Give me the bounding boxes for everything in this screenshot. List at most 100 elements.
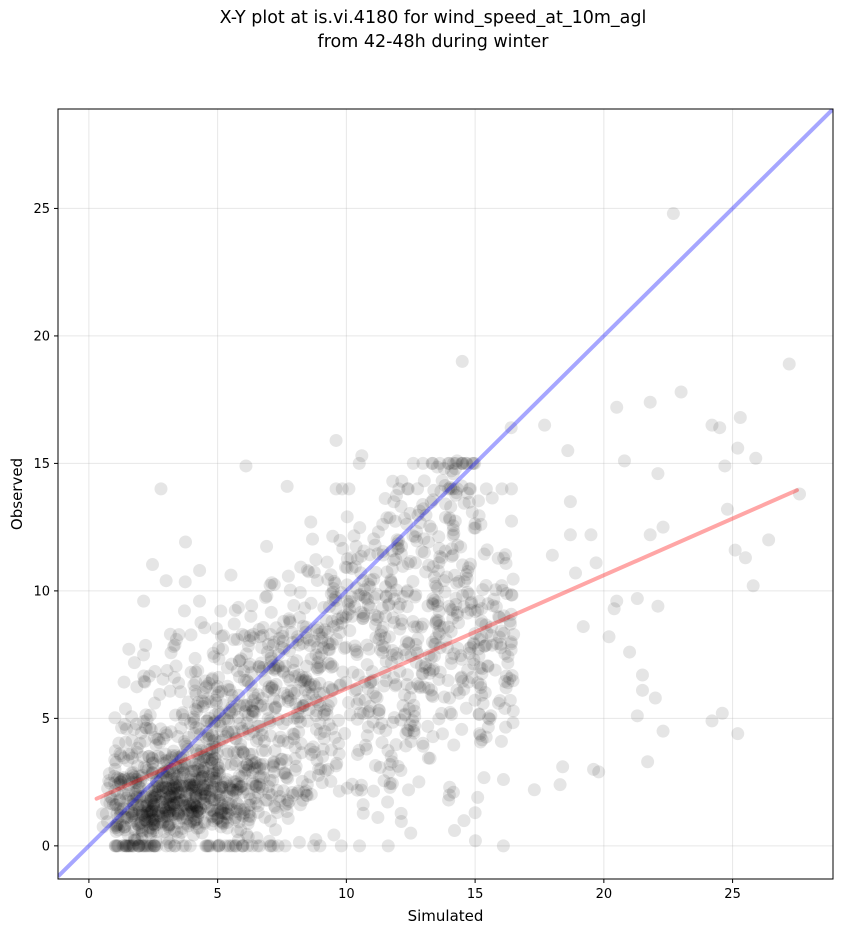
data-point xyxy=(324,587,338,601)
data-point xyxy=(181,803,195,817)
data-point xyxy=(296,637,310,651)
data-point xyxy=(373,760,387,774)
data-point xyxy=(148,805,162,819)
data-point xyxy=(385,777,399,791)
data-point xyxy=(128,770,142,784)
data-point xyxy=(367,784,380,798)
data-point xyxy=(444,464,458,478)
data-point xyxy=(195,744,209,758)
data-point xyxy=(427,570,441,584)
data-point xyxy=(171,809,185,823)
data-point xyxy=(303,639,317,653)
data-point xyxy=(218,757,232,771)
data-point xyxy=(215,815,229,829)
data-point xyxy=(134,798,148,812)
data-point xyxy=(607,602,621,616)
data-point xyxy=(467,637,481,651)
data-point xyxy=(162,820,176,834)
data-point xyxy=(183,816,197,830)
data-point xyxy=(113,793,127,807)
data-point xyxy=(304,787,318,801)
data-point xyxy=(189,812,203,826)
data-point xyxy=(254,770,268,784)
data-point xyxy=(108,711,122,725)
data-point xyxy=(246,777,260,791)
data-point xyxy=(113,808,127,822)
data-point xyxy=(389,552,403,566)
data-point xyxy=(291,706,305,720)
data-point xyxy=(131,759,145,773)
data-point xyxy=(163,806,177,820)
data-point xyxy=(177,604,191,618)
data-point xyxy=(352,456,366,470)
data-point xyxy=(733,411,747,425)
data-point xyxy=(237,806,251,820)
data-point xyxy=(321,572,335,586)
data-point xyxy=(191,760,205,774)
data-point xyxy=(445,707,459,721)
data-point xyxy=(396,590,410,604)
data-point xyxy=(231,600,245,614)
data-point xyxy=(187,814,201,828)
data-point xyxy=(456,588,470,602)
data-point xyxy=(200,743,214,757)
data-point xyxy=(339,610,353,624)
data-point xyxy=(218,839,232,853)
data-point xyxy=(183,787,197,801)
data-point xyxy=(198,797,212,811)
data-point xyxy=(454,456,468,470)
data-point xyxy=(150,780,164,794)
data-point xyxy=(241,830,255,844)
data-point xyxy=(111,811,125,825)
data-point xyxy=(497,551,511,565)
data-point xyxy=(158,793,172,807)
data-point xyxy=(190,775,204,789)
data-point xyxy=(263,578,277,592)
data-point xyxy=(493,694,507,708)
data-point xyxy=(119,839,133,853)
data-point xyxy=(482,711,496,725)
data-point xyxy=(307,565,321,579)
data-point xyxy=(208,771,222,785)
data-point xyxy=(225,725,239,739)
data-point xyxy=(210,758,224,772)
data-point xyxy=(160,798,174,812)
data-point xyxy=(254,758,268,772)
data-point xyxy=(226,783,240,797)
data-point xyxy=(258,673,272,687)
data-point xyxy=(148,788,162,802)
data-point xyxy=(322,642,336,656)
data-point xyxy=(156,816,170,830)
data-point xyxy=(446,482,460,496)
data-point xyxy=(354,778,368,792)
data-point xyxy=(504,643,518,657)
data-point xyxy=(269,701,283,715)
data-point xyxy=(196,686,210,700)
data-point xyxy=(236,745,250,759)
data-point xyxy=(162,777,176,791)
data-point xyxy=(171,804,185,818)
data-point xyxy=(198,816,212,830)
data-point xyxy=(262,680,276,694)
data-point xyxy=(234,779,248,793)
data-point xyxy=(233,670,246,684)
data-point xyxy=(205,756,219,770)
data-point xyxy=(285,785,299,799)
data-point xyxy=(302,565,316,579)
data-point xyxy=(245,747,259,761)
data-point xyxy=(348,643,362,657)
data-point xyxy=(167,839,181,853)
data-point xyxy=(435,727,449,741)
data-point xyxy=(351,747,365,761)
data-point xyxy=(122,839,136,853)
data-point xyxy=(375,717,389,731)
data-point xyxy=(117,751,131,765)
data-point xyxy=(245,666,259,680)
data-point xyxy=(250,779,264,793)
data-point xyxy=(169,659,183,673)
data-point xyxy=(280,805,294,819)
data-point xyxy=(161,818,175,832)
data-point xyxy=(306,532,320,546)
data-point xyxy=(181,731,195,745)
data-point xyxy=(342,602,356,616)
